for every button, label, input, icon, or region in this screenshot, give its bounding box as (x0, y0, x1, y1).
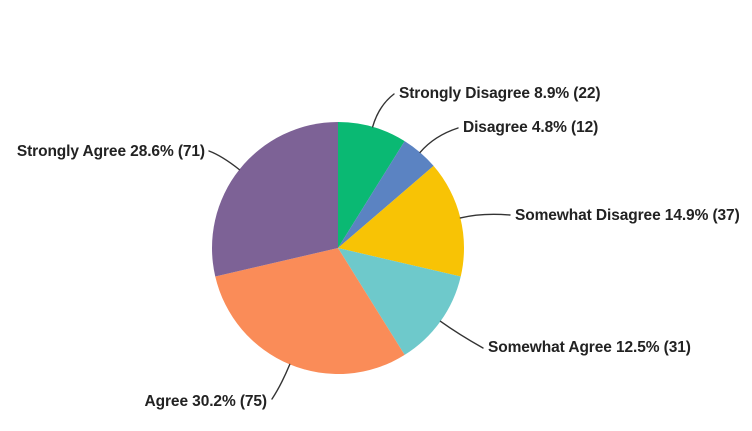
label-strongly-disagree: Strongly Disagree 8.9% (22) (399, 85, 601, 102)
label-agree: Agree 30.2% (75) (144, 393, 268, 410)
leader-line-somewhat-disagree (459, 213, 511, 219)
leader-line-disagree (419, 127, 459, 154)
pie-slice-agree[interactable] (215, 248, 405, 375)
pie-slice-somewhat-agree[interactable] (338, 248, 461, 355)
pie-slice-disagree[interactable] (338, 141, 434, 248)
label-strongly-agree: Strongly Agree 28.6% (71) (16, 143, 205, 160)
label-somewhat-disagree: Somewhat Disagree 14.9% (37) (515, 207, 740, 224)
pie-slice-strongly-disagree[interactable] (338, 122, 405, 248)
leader-line-agree (271, 363, 291, 400)
pie-slice-somewhat-disagree[interactable] (338, 165, 464, 277)
label-disagree: Disagree 4.8% (12) (463, 119, 599, 136)
label-somewhat-agree: Somewhat Agree 12.5% (31) (488, 339, 691, 356)
leader-line-strongly-agree (208, 150, 241, 171)
pie-slice-strongly-agree[interactable] (211, 122, 338, 277)
leader-line-strongly-disagree (371, 93, 395, 128)
leader-line-somewhat-agree (439, 320, 484, 349)
